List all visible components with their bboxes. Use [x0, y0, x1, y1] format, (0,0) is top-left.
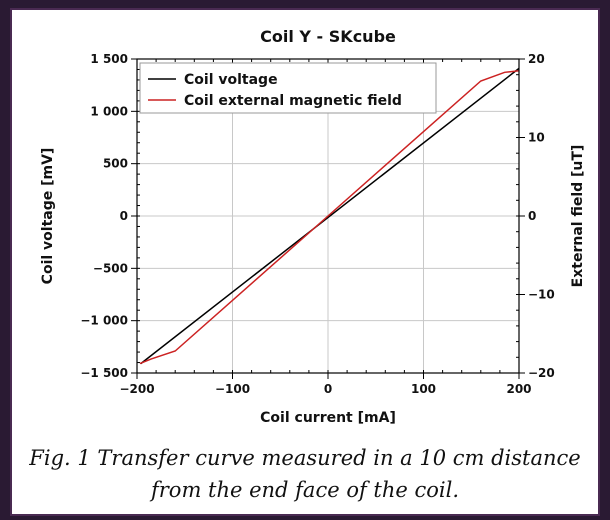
- legend-label-2: Coil external magnetic field: [184, 93, 402, 109]
- y-tick-label: 0: [120, 209, 128, 223]
- x-tick-label: −200: [119, 382, 154, 396]
- series-line-1: [140, 67, 520, 365]
- figure-caption: Fig. 1 Transfer curve measured in a 10 c…: [0, 442, 610, 506]
- x-axis-label: Coil current [mA]: [260, 410, 396, 426]
- legend-box: [139, 62, 437, 114]
- caption-line-1: Fig. 1 Transfer curve measured in a 10 c…: [29, 446, 581, 470]
- y2-tick-label: 10: [528, 131, 545, 145]
- y2-tick-label: −20: [528, 366, 555, 380]
- y-tick-label: −500: [93, 261, 128, 275]
- y-axis-label: Coil voltage [mV]: [40, 148, 56, 285]
- y2-tick-label: 0: [528, 209, 536, 223]
- caption-line-2: from the end face of the coil.: [150, 478, 459, 502]
- y-tick-label: −1 000: [80, 314, 128, 328]
- y-tick-label: 1 500: [90, 52, 128, 66]
- series-line-2: [139, 70, 520, 365]
- x-tick-label: 100: [411, 382, 436, 396]
- chart-title: Coil Y - SKcube: [260, 27, 396, 46]
- y-tick-label: −1 500: [80, 366, 128, 380]
- y-tick-label: 1 000: [90, 104, 128, 118]
- legend-label-1: Coil voltage: [184, 72, 278, 88]
- x-tick-label: 0: [324, 382, 332, 396]
- y-tick-label: 500: [103, 157, 128, 171]
- x-tick-label: −100: [215, 382, 250, 396]
- x-tick-label: 200: [506, 382, 531, 396]
- y2-tick-label: 20: [528, 52, 545, 66]
- y2-axis-label: External field [uT]: [570, 145, 586, 288]
- y2-tick-label: −10: [528, 288, 555, 302]
